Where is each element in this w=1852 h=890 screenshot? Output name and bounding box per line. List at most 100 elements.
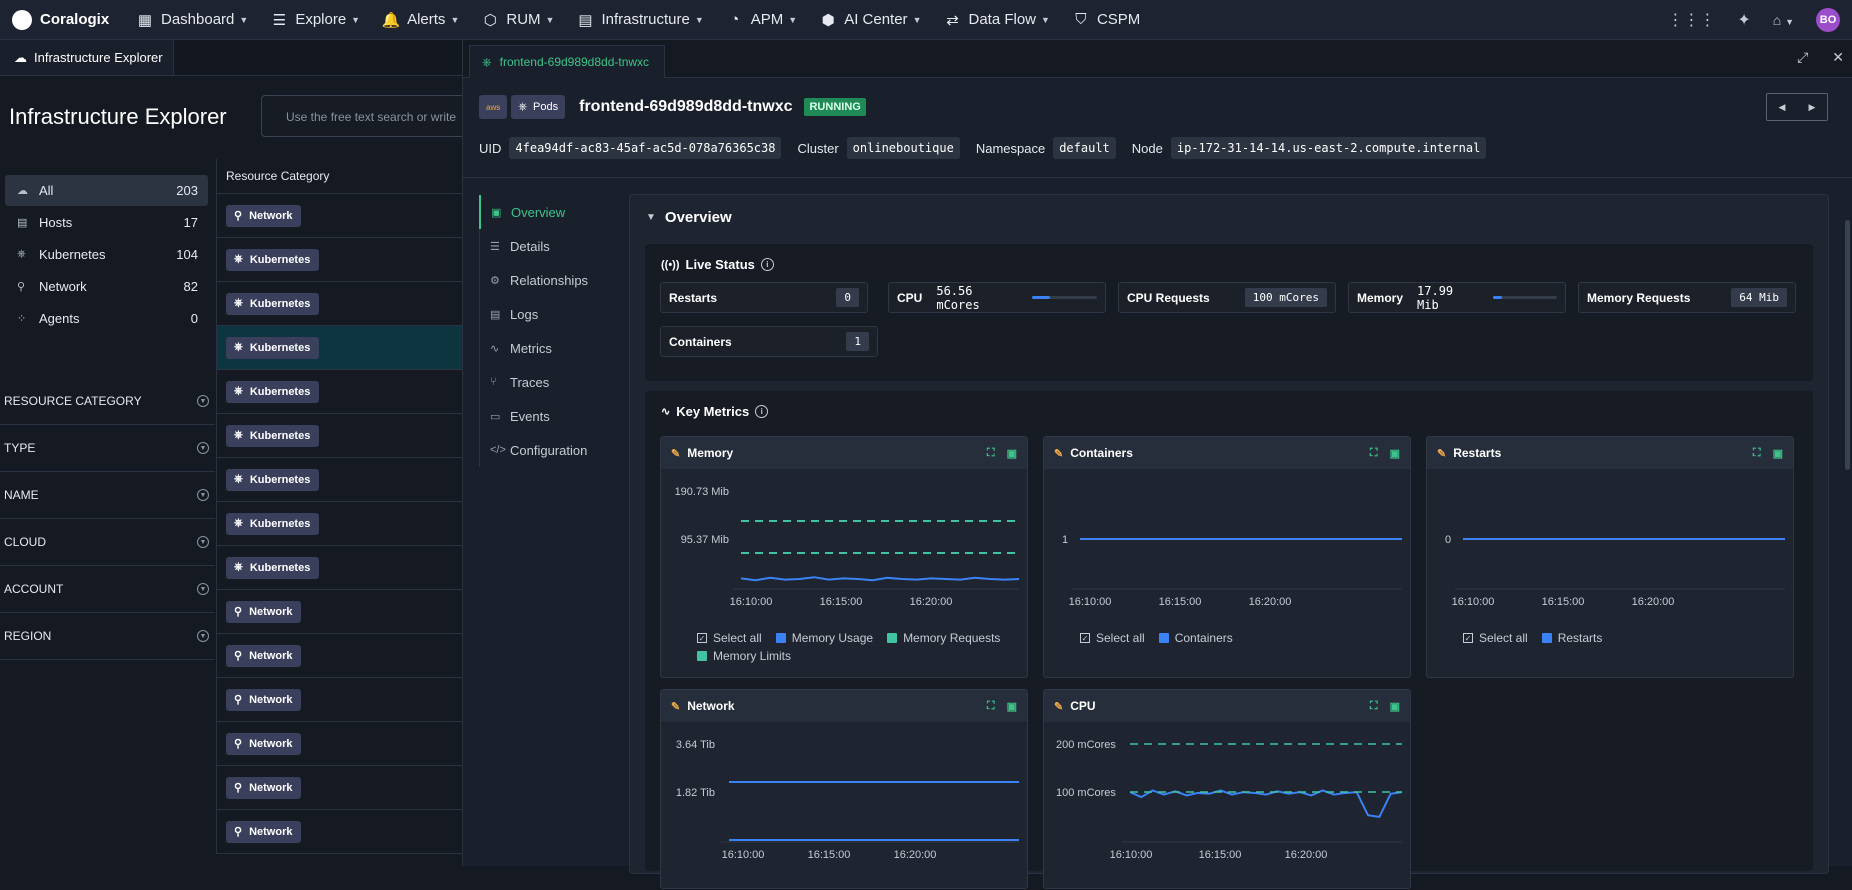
chevron-down-icon[interactable]: ▼ — [197, 489, 209, 501]
filter-type[interactable]: TYPE ▼ — [0, 425, 215, 472]
side-nav-details[interactable]: ☰ Details — [480, 229, 609, 263]
chevron-down-icon[interactable]: ▼ — [197, 395, 209, 407]
fullscreen-icon[interactable]: ⛶ — [1369, 699, 1378, 712]
fullscreen-icon[interactable]: ⛶ — [986, 699, 995, 712]
chart-header: ✎ Network ⛶ ▣ — [661, 690, 1027, 722]
info-icon[interactable]: i — [760, 258, 774, 271]
environment-icon[interactable]: ⌂ ▼ — [1772, 12, 1794, 28]
fullscreen-icon[interactable]: ⛶ — [986, 446, 995, 459]
scrollbar[interactable] — [1845, 220, 1850, 470]
comment-icon[interactable]: ▣ — [1389, 700, 1400, 713]
meta-value-node[interactable]: ip-172-31-14-14.us-east-2.compute.intern… — [1170, 137, 1487, 159]
legend-item[interactable]: Memory Requests — [887, 631, 1000, 645]
side-nav-traces[interactable]: ⑂ Traces — [480, 365, 609, 399]
sparkle-ai-icon[interactable]: ✦ — [1737, 12, 1751, 29]
overview-header[interactable]: ▼ Overview — [630, 195, 1828, 239]
filter-cloud[interactable]: CLOUD ▼ — [0, 519, 215, 566]
table-row[interactable]: ⚲ Network — [217, 590, 462, 634]
nav-explore[interactable]: ☰ Explore ▼ — [270, 11, 361, 29]
table-row[interactable]: ⎈ Kubernetes — [217, 414, 462, 458]
apps-grid-icon[interactable]: ⋮⋮⋮ — [1667, 12, 1716, 29]
meta-value-cluster[interactable]: onlineboutique — [846, 137, 960, 159]
side-nav-relationships[interactable]: ⚙ Relationships — [480, 263, 609, 297]
side-nav-logs[interactable]: ▤ Logs — [480, 297, 609, 331]
legend-item[interactable]: Memory Usage — [775, 631, 873, 645]
filter-account[interactable]: ACCOUNT ▼ — [0, 566, 215, 613]
next-icon[interactable]: ▶ — [1808, 101, 1816, 112]
nav-apm[interactable]: ◔ APM ▼ — [726, 11, 797, 29]
select-all-checkbox[interactable]: ✓ Select all — [1463, 631, 1528, 645]
legend-item[interactable]: Memory Limits — [697, 649, 791, 663]
fullscreen-icon[interactable]: ⛶ — [1752, 446, 1761, 459]
chevron-down-icon[interactable]: ▼ — [197, 536, 209, 548]
comment-icon[interactable]: ▣ — [1006, 700, 1017, 713]
nav-infrastructure[interactable]: ▤ Infrastructure ▼ — [576, 11, 703, 29]
chevron-down-icon[interactable]: ▼ — [197, 442, 209, 454]
chevron-down-icon[interactable]: ▼ — [197, 583, 209, 595]
table-row[interactable]: ⎈ Kubernetes — [217, 502, 462, 546]
avatar[interactable]: BO — [1816, 8, 1840, 32]
table-row[interactable]: ⎈ Kubernetes — [217, 458, 462, 502]
column-header-resource-category[interactable]: Resource Category — [217, 159, 462, 194]
filter-name[interactable]: NAME ▼ — [0, 472, 215, 519]
meta-value-uid[interactable]: 4fea94df-ac83-45af-ac5d-078a76365c38 — [509, 137, 782, 159]
chip-label: Network — [249, 825, 293, 838]
select-all-checkbox[interactable]: ✓ Select all — [1080, 631, 1145, 645]
nav-rum[interactable]: ⬡ RUM ▼ — [481, 11, 555, 29]
legend-item[interactable]: Containers — [1158, 631, 1233, 645]
table-row[interactable]: ⚲ Network — [217, 678, 462, 722]
pods-label: Pods — [533, 101, 559, 113]
nav-dashboard[interactable]: ▦ Dashboard ▼ — [136, 11, 248, 29]
side-nav-events[interactable]: ▭ Events — [480, 399, 609, 433]
comment-icon[interactable]: ▣ — [1772, 447, 1783, 460]
expand-icon[interactable]: ⤢ — [1797, 49, 1809, 65]
table-row[interactable]: ⎈ Kubernetes — [217, 546, 462, 590]
tab-infrastructure-explorer[interactable]: ☁ Infrastructure Explorer — [0, 40, 174, 75]
comment-icon[interactable]: ▣ — [1389, 447, 1400, 460]
info-icon[interactable]: i — [755, 405, 769, 418]
chart-legend: ✓ Select all Restarts — [1463, 631, 1783, 645]
close-icon[interactable]: ✕ — [1832, 49, 1844, 65]
nav-label: RUM — [506, 11, 541, 28]
search-input[interactable]: Use the free text search or write — [261, 95, 471, 137]
side-nav-metrics[interactable]: ∿ Metrics — [480, 331, 609, 365]
chip-label: Kubernetes — [249, 517, 311, 530]
filter-resource-category[interactable]: RESOURCE CATEGORY ▼ — [0, 378, 215, 425]
previous-icon[interactable]: ◀ — [1778, 101, 1786, 112]
chevron-down-icon[interactable]: ▼ — [197, 630, 209, 642]
table-row[interactable]: ⎈ Kubernetes — [217, 326, 462, 370]
table-row[interactable]: ⚲ Network — [217, 810, 462, 854]
category-all[interactable]: ☁ All 203 — [5, 175, 208, 206]
category-network[interactable]: ⚲ Network 82 — [5, 271, 208, 302]
divider — [463, 177, 1852, 178]
side-nav-overview[interactable]: ▣ Overview — [479, 195, 609, 229]
table-row[interactable]: ⚲ Network — [217, 194, 462, 238]
table-row[interactable]: ⎈ Kubernetes — [217, 238, 462, 282]
table-row[interactable]: ⚲ Network — [217, 766, 462, 810]
category-hosts[interactable]: ▤ Hosts 17 — [5, 207, 208, 238]
comment-icon[interactable]: ▣ — [1006, 447, 1017, 460]
nav-alerts[interactable]: 🔔 Alerts ▼ — [382, 11, 460, 29]
legend-item[interactable]: Restarts — [1541, 631, 1602, 645]
filter-region[interactable]: REGION ▼ — [0, 613, 215, 660]
nav-cspm[interactable]: ⛉ CSPM — [1072, 11, 1140, 29]
select-all-checkbox[interactable]: ✓ Select all — [697, 631, 762, 645]
nav-ai-center[interactable]: ⬢ AI Center ▼ — [819, 11, 922, 29]
meta-value-namespace[interactable]: default — [1053, 137, 1116, 159]
side-nav-configuration[interactable]: </> Configuration — [480, 433, 609, 467]
table-row[interactable]: ⚲ Network — [217, 634, 462, 678]
cpu-requests-stat: CPU Requests 100 mCores — [1118, 282, 1336, 313]
x-tick-label: 16:20:00 — [894, 849, 937, 861]
category-kubernetes[interactable]: ⎈ Kubernetes 104 — [5, 239, 208, 270]
table-row[interactable]: ⎈ Kubernetes — [217, 282, 462, 326]
nav-data-flow[interactable]: ⇄ Data Flow ▼ — [943, 11, 1050, 29]
table-row[interactable]: ⎈ Kubernetes — [217, 370, 462, 414]
legend-swatch — [1541, 633, 1552, 643]
table-row[interactable]: ⚲ Network — [217, 722, 462, 766]
fullscreen-icon[interactable]: ⛶ — [1369, 446, 1378, 459]
tab-pod-detail[interactable]: ⎈ frontend-69d989d8dd-tnwxc — [469, 45, 665, 78]
chart-title: Containers — [1070, 446, 1133, 460]
category-agents[interactable]: ⁘ Agents 0 — [5, 303, 208, 334]
brand[interactable]: Coralogix — [0, 9, 128, 30]
x-tick-label: 16:20:00 — [1285, 849, 1328, 861]
